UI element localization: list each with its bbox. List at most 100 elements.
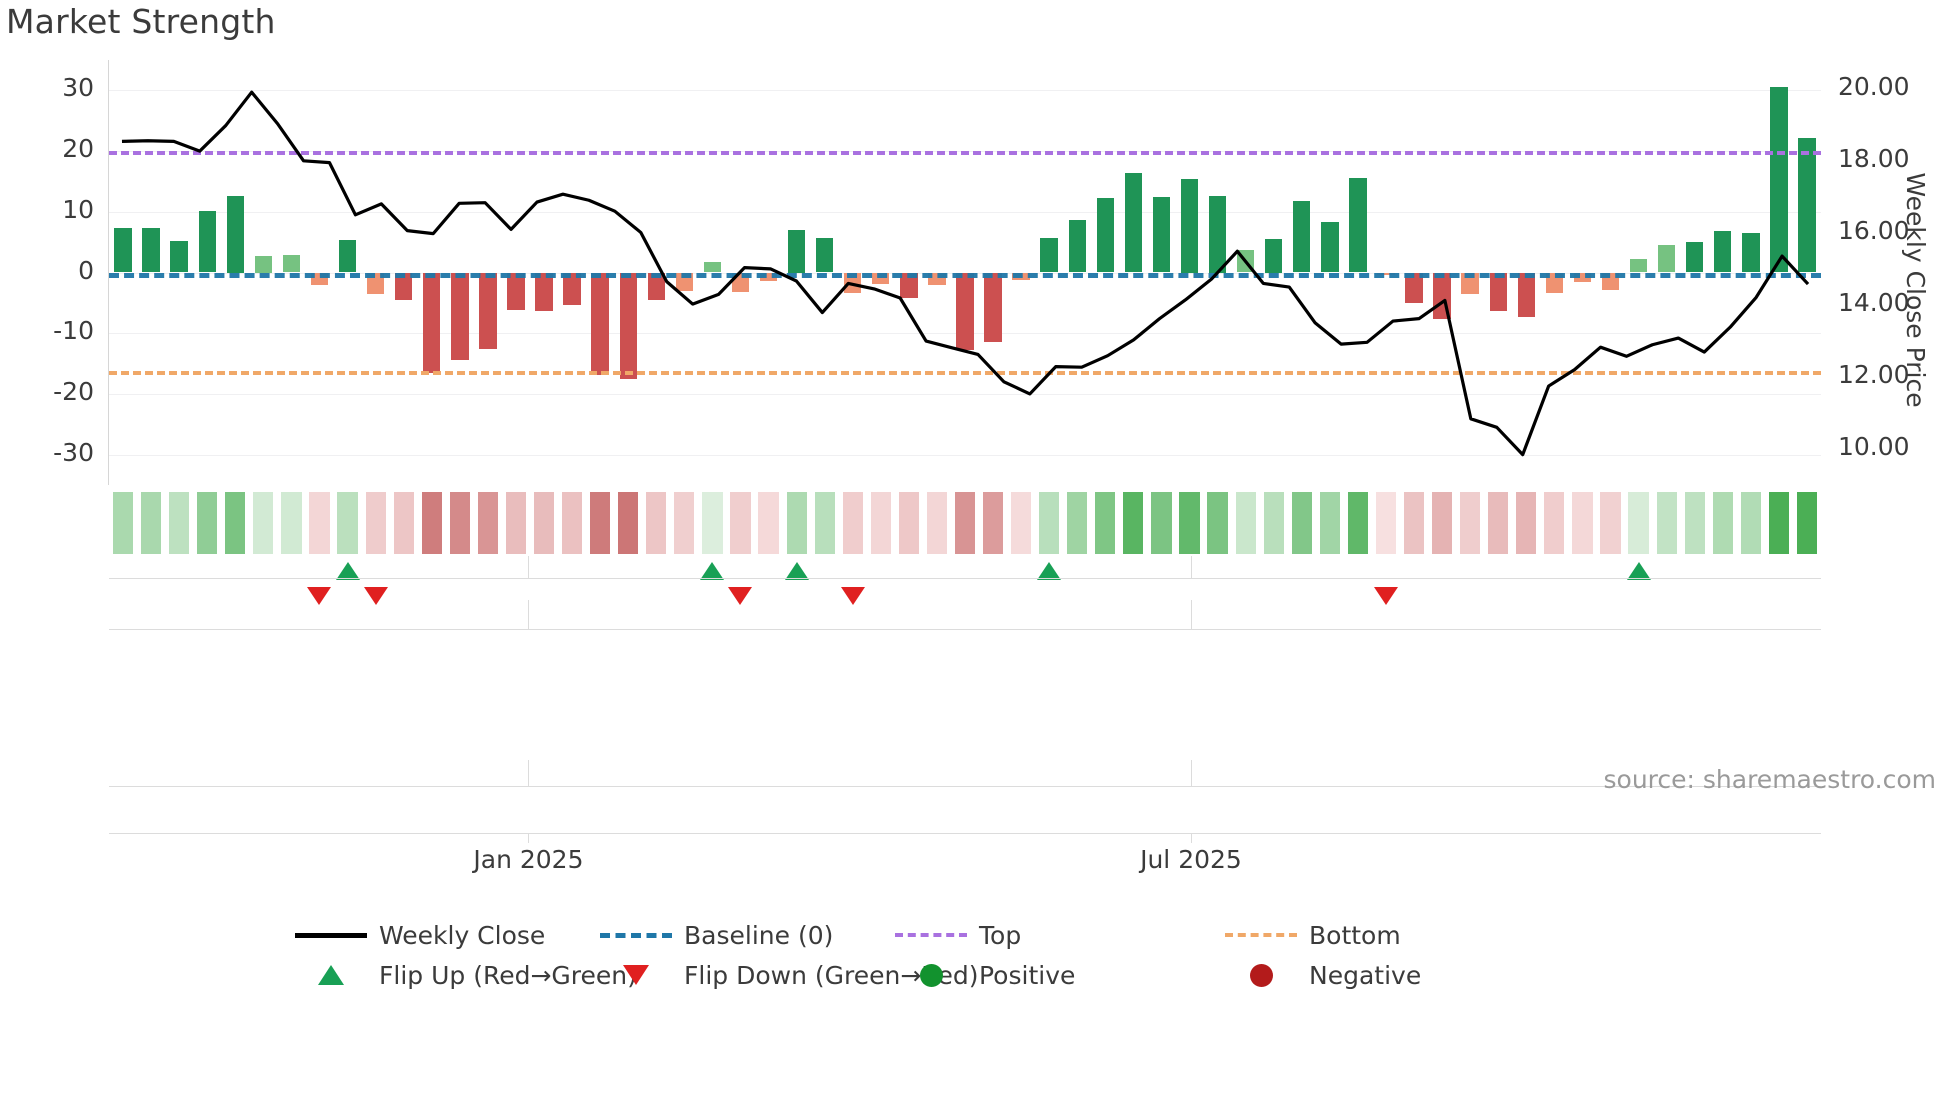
heatmap-cell xyxy=(477,492,498,554)
strength-bar xyxy=(142,227,160,273)
legend-item[interactable]: Positive xyxy=(895,955,1075,995)
strength-bar xyxy=(1742,233,1760,273)
strength-bar xyxy=(198,210,216,273)
left-tick-label: -10 xyxy=(53,316,94,346)
heatmap-cell xyxy=(393,492,414,554)
x-tick-label: Jan 2025 xyxy=(473,845,584,874)
strength-bar xyxy=(1714,231,1732,273)
heatmap-cell xyxy=(253,492,274,554)
legend-item[interactable]: Weekly Close xyxy=(295,915,545,955)
strength-bar xyxy=(984,272,1002,342)
strength-bar xyxy=(535,272,553,311)
heatmap-cell xyxy=(112,492,134,554)
heatmap-cell xyxy=(1151,492,1172,554)
legend-row-secondary: Flip Up (Red→Green) Flip Down (Green→Red)… xyxy=(0,955,1960,995)
heatmap-cell xyxy=(1516,492,1537,554)
strength-bar xyxy=(170,240,188,273)
left-tick-label: -20 xyxy=(53,376,94,406)
strength-bar xyxy=(1770,87,1788,273)
legend-item[interactable]: Top xyxy=(895,915,1021,955)
heatmap-cell xyxy=(842,492,863,554)
flip-row-divider-mid xyxy=(109,629,1821,630)
left-axis-label: Market Strength xyxy=(0,0,5,122)
heatmap-cell xyxy=(926,492,948,554)
left-tick-label: 20 xyxy=(62,134,94,164)
heatmap-cell xyxy=(1656,492,1677,554)
heatmap-cell xyxy=(646,492,667,554)
heatmap-cell xyxy=(1263,492,1284,554)
x-tick-mark xyxy=(528,760,530,787)
heatmap-cell xyxy=(1207,492,1228,554)
heatmap-cell xyxy=(309,492,330,554)
heatmap-cell xyxy=(786,492,807,554)
right-tick-label: 12.00 xyxy=(1838,359,1910,389)
strength-bar xyxy=(815,237,834,273)
heatmap-cell xyxy=(1488,492,1509,554)
x-tick-mark xyxy=(1190,556,1192,579)
flip-down-marker xyxy=(840,587,865,605)
legend-item[interactable]: Negative xyxy=(1225,955,1421,995)
gridline xyxy=(109,454,1821,456)
legend-label: Positive xyxy=(979,960,1076,990)
strength-bar xyxy=(1545,272,1564,294)
heatmap-cell xyxy=(1067,492,1088,554)
heatmap-cell xyxy=(169,492,190,554)
left-tick-label: -30 xyxy=(53,437,94,467)
right-tick-label: 18.00 xyxy=(1838,143,1910,173)
heatmap-cell xyxy=(1684,492,1705,554)
heatmap-cell xyxy=(1544,492,1565,554)
legend-dotted-swatch xyxy=(895,933,967,937)
legend-line-swatch xyxy=(295,932,367,938)
strength-bar xyxy=(1517,272,1535,317)
x-tick-mark xyxy=(528,600,530,630)
strength-bar xyxy=(423,272,441,374)
x-tick-mark xyxy=(1190,833,1192,843)
weekly-close-line xyxy=(121,90,1810,457)
gridline xyxy=(109,393,1821,395)
heatmap-cell xyxy=(618,492,639,554)
heatmap-cell xyxy=(702,492,723,554)
strength-bar xyxy=(479,272,497,349)
heatmap-cell xyxy=(1460,492,1481,554)
left-tick-label: 30 xyxy=(62,73,94,103)
strength-bar xyxy=(1152,196,1171,273)
legend-label: Top xyxy=(979,920,1022,950)
strength-bar xyxy=(1096,198,1115,273)
strength-bar xyxy=(1657,244,1676,273)
heatmap-cell xyxy=(1712,492,1733,554)
strength-bar xyxy=(872,272,890,285)
heatmap-cell xyxy=(225,492,246,554)
flip-marker-row xyxy=(109,556,1821,616)
flip-up-marker xyxy=(784,562,809,580)
heatmap-cell xyxy=(1011,492,1032,554)
reference-line xyxy=(109,272,1821,278)
legend-label: Weekly Close xyxy=(379,920,546,950)
strength-bar xyxy=(619,272,637,380)
strength-bar xyxy=(1405,272,1423,304)
strength-bar xyxy=(1068,220,1086,273)
x-tick-mark xyxy=(1190,760,1192,787)
legend-item[interactable]: Baseline (0) xyxy=(600,915,833,955)
strength-bar xyxy=(451,272,469,360)
heatmap-cell xyxy=(1123,492,1144,554)
strength-bar xyxy=(1208,196,1227,273)
gridline xyxy=(109,211,1821,213)
legend-item[interactable]: Bottom xyxy=(1225,915,1401,955)
strength-bar xyxy=(956,272,974,351)
heatmap-cell xyxy=(1291,492,1312,554)
flip-up-marker xyxy=(1626,562,1651,580)
flip-down-marker xyxy=(1373,587,1398,605)
flip-down-marker xyxy=(728,587,753,605)
legend-label: Flip Up (Red→Green) xyxy=(379,960,637,990)
legend-item[interactable]: Flip Up (Red→Green) xyxy=(295,955,637,995)
heatmap-cell xyxy=(982,492,1004,554)
heatmap-cell xyxy=(1095,492,1116,554)
strength-bar xyxy=(1321,222,1339,273)
weekly-close-polyline xyxy=(121,90,1810,457)
heatmap-cell xyxy=(1740,492,1761,554)
x-tick-mark xyxy=(528,833,530,843)
gridline xyxy=(109,90,1821,92)
heatmap-cell xyxy=(1179,492,1200,554)
heatmap-cell xyxy=(337,492,358,554)
heatmap-cell xyxy=(1600,492,1621,554)
